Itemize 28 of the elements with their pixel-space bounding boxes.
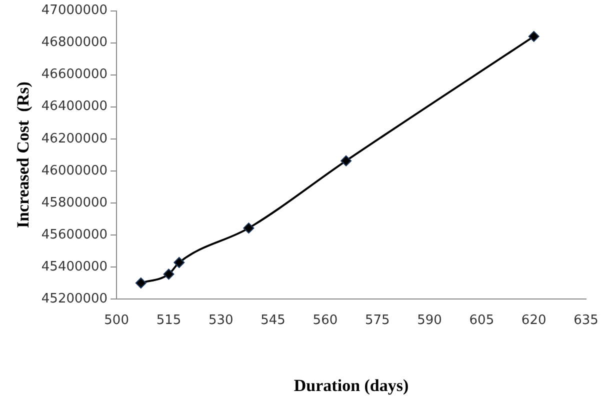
x-axis-title: Duration (days) [294,376,409,396]
y-tick-label: 45600000 [41,227,108,242]
y-tick-label: 45400000 [41,259,108,274]
y-axis-title: Increased Cost (Rs) [14,82,33,228]
point [135,277,146,288]
x-tick-label: 590 [417,313,442,328]
x-tick-label: 545 [260,313,286,328]
x-tick-label: 575 [364,313,390,328]
y-tick-label: 46200000 [41,131,108,146]
x-tick-label: 560 [312,313,338,328]
point [174,256,185,268]
point [528,30,540,42]
y-tick-label: 46600000 [41,67,108,82]
point [340,155,352,166]
y-tick-label: 45200000 [41,291,108,306]
x-tick-label: 500 [104,313,129,328]
y-tick-label: 46800000 [41,35,108,50]
x-tick-label: 620 [521,313,546,328]
point [243,222,254,234]
y-tick-label: 45800000 [41,195,108,210]
y-tick-label: 47000000 [41,3,108,18]
y-tick-label: 46400000 [41,99,108,114]
x-tick-label: 635 [574,313,598,328]
x-tick-label: 605 [469,313,494,328]
y-tick-label: 46000000 [41,163,108,178]
x-tick-label: 515 [156,313,182,328]
point [163,268,174,280]
x-tick-label: 530 [208,313,234,328]
